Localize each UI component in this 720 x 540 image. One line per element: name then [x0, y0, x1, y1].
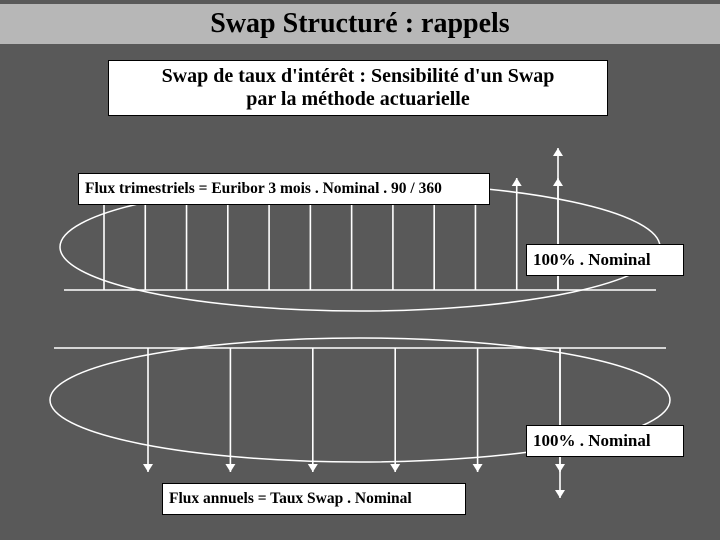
upper-notional-arrow-head — [553, 148, 563, 156]
flux-trimestriels-text: Flux trimestriels = Euribor 3 mois . Nom… — [85, 180, 442, 198]
flux-annuels-text: Flux annuels = Taux Swap . Nominal — [169, 490, 412, 508]
lower-notional-arrow-head — [555, 490, 565, 498]
nominal-bottom-text: 100% . Nominal — [533, 431, 651, 451]
lower-flux-arrow-head — [143, 464, 153, 472]
flux-annuels-box: Flux annuels = Taux Swap . Nominal — [162, 483, 466, 515]
nominal-top-text: 100% . Nominal — [533, 250, 651, 270]
nominal-top-box: 100% . Nominal — [526, 244, 684, 276]
lower-flux-arrow-head — [390, 464, 400, 472]
flux-trimestriels-box: Flux trimestriels = Euribor 3 mois . Nom… — [78, 173, 490, 205]
nominal-bottom-box: 100% . Nominal — [526, 425, 684, 457]
lower-flux-arrow-head — [308, 464, 318, 472]
slide-root: Swap Structuré : rappels Swap de taux d'… — [0, 0, 720, 540]
lower-flux-arrow-head — [473, 464, 483, 472]
lower-flux-arrow-head — [225, 464, 235, 472]
upper-flux-arrow-head — [512, 178, 522, 186]
